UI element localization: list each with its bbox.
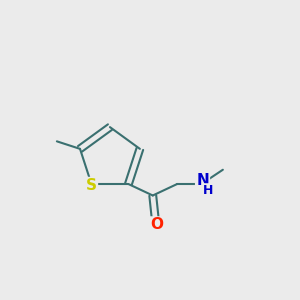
Text: S: S [86, 178, 97, 193]
Text: N: N [196, 173, 209, 188]
Text: O: O [151, 218, 164, 232]
Text: H: H [202, 184, 213, 197]
